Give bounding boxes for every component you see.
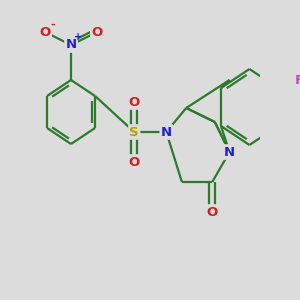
Text: N: N: [224, 146, 235, 158]
Text: N: N: [65, 38, 76, 52]
Text: +: +: [74, 32, 82, 42]
Text: -: -: [50, 20, 55, 30]
Text: O: O: [39, 26, 51, 38]
Text: N: N: [161, 125, 172, 139]
Text: S: S: [129, 125, 139, 139]
Text: O: O: [129, 155, 140, 169]
Text: O: O: [92, 26, 103, 38]
Text: O: O: [129, 95, 140, 109]
Text: O: O: [207, 206, 218, 218]
Text: F: F: [295, 74, 300, 86]
